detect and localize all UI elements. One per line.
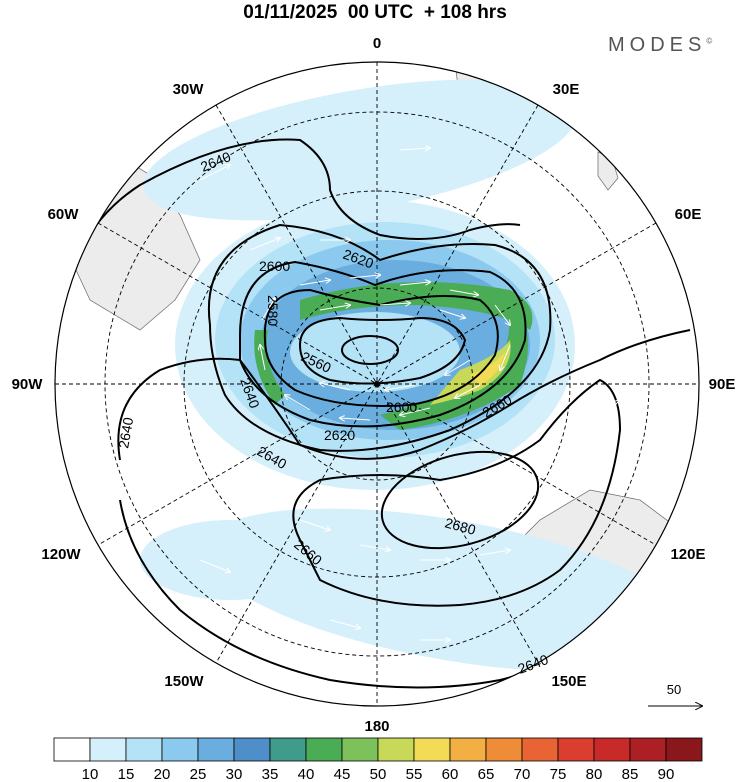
colorbar-tick-label: 30	[226, 766, 243, 782]
contour-2580	[263, 288, 499, 407]
colorbar-swatch	[125, 737, 163, 762]
copyright-mark: ©	[706, 36, 713, 46]
contour-2680	[380, 450, 540, 550]
contour-2620	[207, 223, 552, 452]
colorbar-swatch	[485, 737, 523, 762]
contour-label: 2680	[443, 514, 477, 538]
brand-logo: MODES©	[608, 34, 712, 57]
colorbar-swatch	[665, 737, 703, 762]
colorbar-tick-label: 90	[658, 766, 675, 782]
map-frame	[54, 61, 700, 707]
reference-vector: 50	[648, 682, 702, 706]
reference-vector-label: 50	[667, 682, 681, 697]
lon-label-150e: 150E	[551, 673, 586, 690]
colorbar-tick-label: 20	[154, 766, 171, 782]
lon-label-30e: 30E	[553, 81, 580, 98]
shade-jet-60	[470, 352, 505, 385]
lon-label-60w: 60W	[48, 206, 80, 223]
colorbar-tick-label: 50	[370, 766, 387, 782]
lon-label-0: 0	[373, 35, 381, 52]
colorbar-swatch	[377, 737, 415, 762]
colorbar: 10 15 20 25 30 35 40 45 50 55 60 65 70 75 80 85 90	[53, 737, 703, 782]
shade-band-west	[140, 520, 320, 600]
colorbar-swatch	[305, 737, 343, 762]
lon-label-90e: 90E	[709, 376, 736, 393]
wind-vectors	[199, 148, 620, 640]
colorbar-tick-label: 10	[82, 766, 99, 782]
colorbar-swatch	[197, 737, 235, 762]
colorbar-tick-label: 60	[442, 766, 459, 782]
colorbar-tick-label: 70	[514, 766, 531, 782]
shade-jet-core-hole	[290, 312, 460, 392]
lon-label-180: 180	[364, 718, 389, 735]
contour-label: 2600	[259, 258, 290, 274]
shade-band-outer-north	[143, 79, 577, 221]
colorbar-tick-label: 65	[478, 766, 495, 782]
colorbar-tick-label: 40	[298, 766, 315, 782]
lon-label-90w: 90W	[12, 376, 44, 393]
colorbar-swatch	[341, 737, 379, 762]
map-field	[55, 62, 699, 706]
lon-label-30w: 30W	[173, 81, 205, 98]
colorbar-tick-label: 25	[190, 766, 207, 782]
colorbar-swatch	[53, 737, 91, 762]
lon-label-60e: 60E	[675, 206, 702, 223]
contour-2600	[239, 260, 527, 428]
colorbar-swatch	[269, 737, 307, 762]
colorbar-swatch	[557, 737, 595, 762]
height-contours	[57, 138, 691, 689]
map-title: 01/11/2025 00 UTC + 108 hrs	[243, 2, 507, 23]
colorbar-swatch	[161, 737, 199, 762]
colorbar-tick-label: 15	[118, 766, 135, 782]
contour-2640-north	[57, 138, 521, 326]
colorbar-tick-label: 35	[262, 766, 279, 782]
colorbar-swatch	[233, 737, 271, 762]
contour-2560	[298, 316, 467, 385]
pole-marker	[374, 381, 380, 387]
contour-2660	[292, 378, 622, 607]
contour-2640-main	[117, 329, 691, 461]
contour-low-center	[341, 335, 399, 365]
land-madagascar	[597, 151, 619, 191]
contour-label: 2640	[115, 416, 136, 450]
colorbar-swatch	[89, 737, 127, 762]
contour-label: 2600	[386, 399, 417, 415]
colorbar-tick-label: 85	[622, 766, 639, 782]
lon-label-150w: 150W	[164, 673, 204, 690]
colorbar-tick-label: 45	[334, 766, 351, 782]
colorbar-tick-label: 75	[550, 766, 567, 782]
longitude-labels: 0 30E 60E 90E 120E 150E 180 150W 120W 90…	[12, 35, 736, 735]
lon-label-120e: 120E	[670, 546, 705, 563]
colorbar-swatch	[521, 737, 559, 762]
brand-name: MODES	[608, 34, 707, 56]
colorbar-swatch	[593, 737, 631, 762]
contour-label: 2580	[265, 295, 281, 326]
contour-label: 2620	[324, 427, 355, 443]
colorbar-swatch	[413, 737, 451, 762]
lon-label-120w: 120W	[41, 546, 81, 563]
shade-band-outer-south	[203, 508, 697, 672]
colorbar-swatch	[449, 737, 487, 762]
shade-jet-55	[430, 340, 511, 405]
shade-jet-45-east	[380, 300, 528, 430]
colorbar-swatch	[629, 737, 667, 762]
colorbar-tick-label: 80	[586, 766, 603, 782]
colorbar-tick-label: 55	[406, 766, 423, 782]
